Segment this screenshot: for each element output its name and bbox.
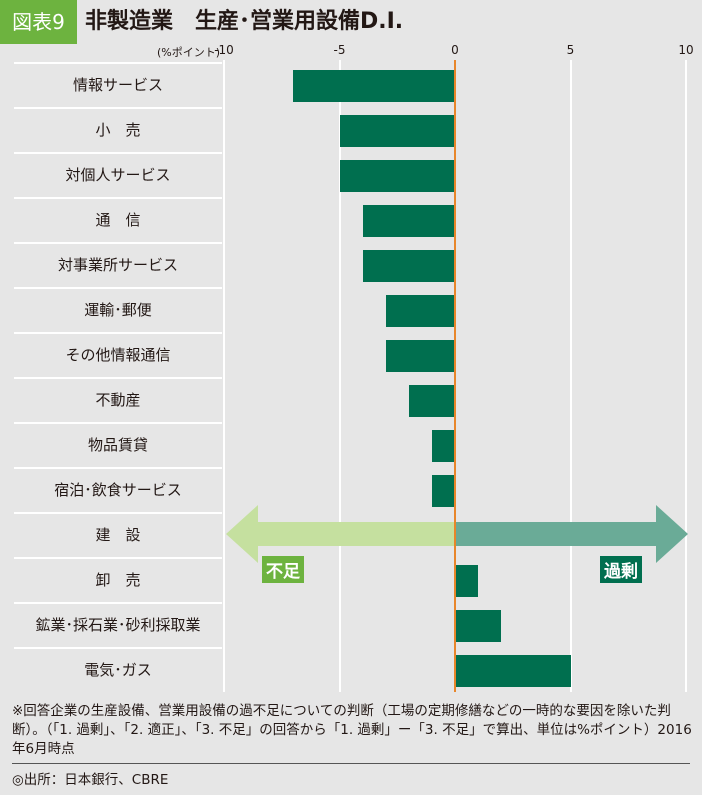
divider [12,763,690,764]
bar [455,655,571,687]
shortage-label: 不足 [262,556,304,583]
category-label: 対個人サービス [14,152,222,197]
bar [362,250,455,282]
footnote: ※回答企業の生産設備、営業用設備の過不足についての判断（工場の定期修繕などの一時… [12,703,692,757]
category-label: 鉱業･採石業･砂利採取業 [14,602,222,647]
x-tick-label: 5 [566,43,575,57]
x-tick-label: -10 [214,43,234,57]
bar [339,160,455,192]
source: ◎出所：日本銀行、CBRE [12,772,169,788]
bar [385,340,455,372]
bar [455,565,479,597]
surplus-label: 過剰 [600,556,642,583]
category-label: 通 信 [14,197,222,242]
category-label: 不動産 [14,377,222,422]
gridline [223,60,225,692]
zero-line [454,60,456,692]
bar [431,475,455,507]
category-label: 宿泊･飲食サービス [14,467,222,512]
category-label: 対事業所サービス [14,242,222,287]
category-label: 物品賃貸 [14,422,222,467]
shortage-arrow [226,505,455,563]
category-label: 電気･ガス [14,647,222,692]
category-label: その他情報通信 [14,332,222,377]
category-label: 運輸･郵便 [14,287,222,332]
bar [455,610,502,642]
bar [293,70,455,102]
gridline [569,60,572,692]
x-tick-label: 0 [451,43,459,57]
category-label: 小 売 [14,107,222,152]
x-tick-label: -5 [333,43,346,57]
x-tick-label: 10 [678,43,694,57]
category-label: 建 設 [14,512,222,557]
unit-label: (%ポイント) [156,46,220,59]
surplus-arrow [455,505,688,563]
gridline [338,60,341,692]
figure-badge: 図表9 [0,0,77,44]
category-label: 情報サービス [14,62,222,107]
category-label: 卸 売 [14,557,222,602]
bar [431,430,455,462]
gridline [685,60,687,692]
bar [339,115,455,147]
bar [408,385,455,417]
bar [362,205,455,237]
bar [385,295,455,327]
chart-title: 非製造業 生産･営業用設備D.I. [85,9,404,34]
